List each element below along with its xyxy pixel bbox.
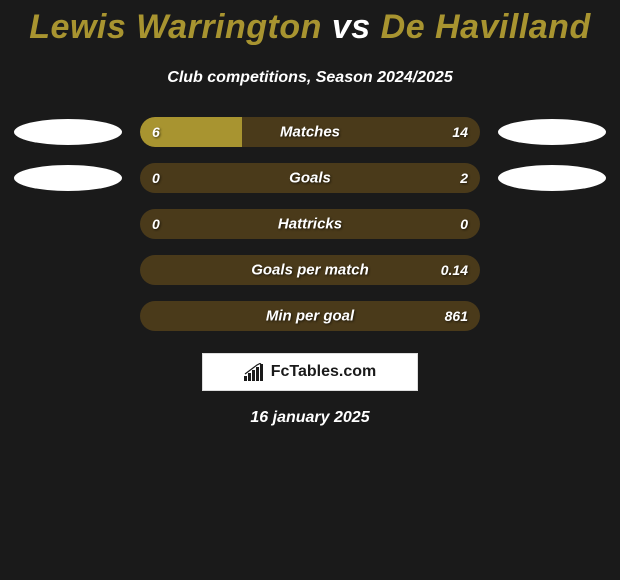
player1-name: Lewis Warrington xyxy=(29,8,322,46)
stat-right-value: 0.14 xyxy=(441,262,468,278)
stat-left-value: 0 xyxy=(152,216,160,232)
stat-bar: 6 Matches 14 xyxy=(140,117,480,147)
badge-spacer xyxy=(14,211,122,237)
stat-label: Min per goal xyxy=(266,308,354,325)
stat-left-value: 0 xyxy=(152,170,160,186)
player1-badge xyxy=(14,165,122,191)
stat-label: Hattricks xyxy=(278,216,342,233)
stat-label: Matches xyxy=(280,124,340,141)
stat-bar: Goals per match 0.14 xyxy=(140,255,480,285)
brand-text: FcTables.com xyxy=(271,363,377,381)
badge-spacer xyxy=(498,211,606,237)
subtitle: Club competitions, Season 2024/2025 xyxy=(0,69,620,87)
player2-badge xyxy=(498,119,606,145)
player2-badge xyxy=(498,165,606,191)
page-title: Lewis Warrington vs De Havilland xyxy=(0,0,620,47)
stat-left-value: 6 xyxy=(152,124,160,140)
player2-name: De Havilland xyxy=(381,8,591,46)
stat-row: 6 Matches 14 xyxy=(0,117,620,147)
vs-text: vs xyxy=(332,8,371,46)
stat-right-value: 2 xyxy=(460,170,468,186)
badge-spacer xyxy=(14,257,122,283)
stat-right-value: 0 xyxy=(460,216,468,232)
brand-box: FcTables.com xyxy=(202,353,418,391)
stat-row: Goals per match 0.14 xyxy=(0,255,620,285)
badge-spacer xyxy=(498,303,606,329)
stat-label: Goals xyxy=(289,170,331,187)
stat-right-value: 861 xyxy=(445,308,468,324)
stat-row: 0 Goals 2 xyxy=(0,163,620,193)
stat-right-value: 14 xyxy=(452,124,468,140)
badge-spacer xyxy=(498,257,606,283)
stat-bar: Min per goal 861 xyxy=(140,301,480,331)
badge-spacer xyxy=(14,303,122,329)
stat-bar: 0 Goals 2 xyxy=(140,163,480,193)
date-text: 16 january 2025 xyxy=(0,409,620,427)
stats-container: 6 Matches 14 0 Goals 2 0 Hattricks 0 Goals per ma… xyxy=(0,117,620,331)
chart-bars-icon xyxy=(244,363,266,381)
stat-label: Goals per match xyxy=(251,262,369,279)
stat-bar: 0 Hattricks 0 xyxy=(140,209,480,239)
stat-row: 0 Hattricks 0 xyxy=(0,209,620,239)
player1-badge xyxy=(14,119,122,145)
stat-row: Min per goal 861 xyxy=(0,301,620,331)
